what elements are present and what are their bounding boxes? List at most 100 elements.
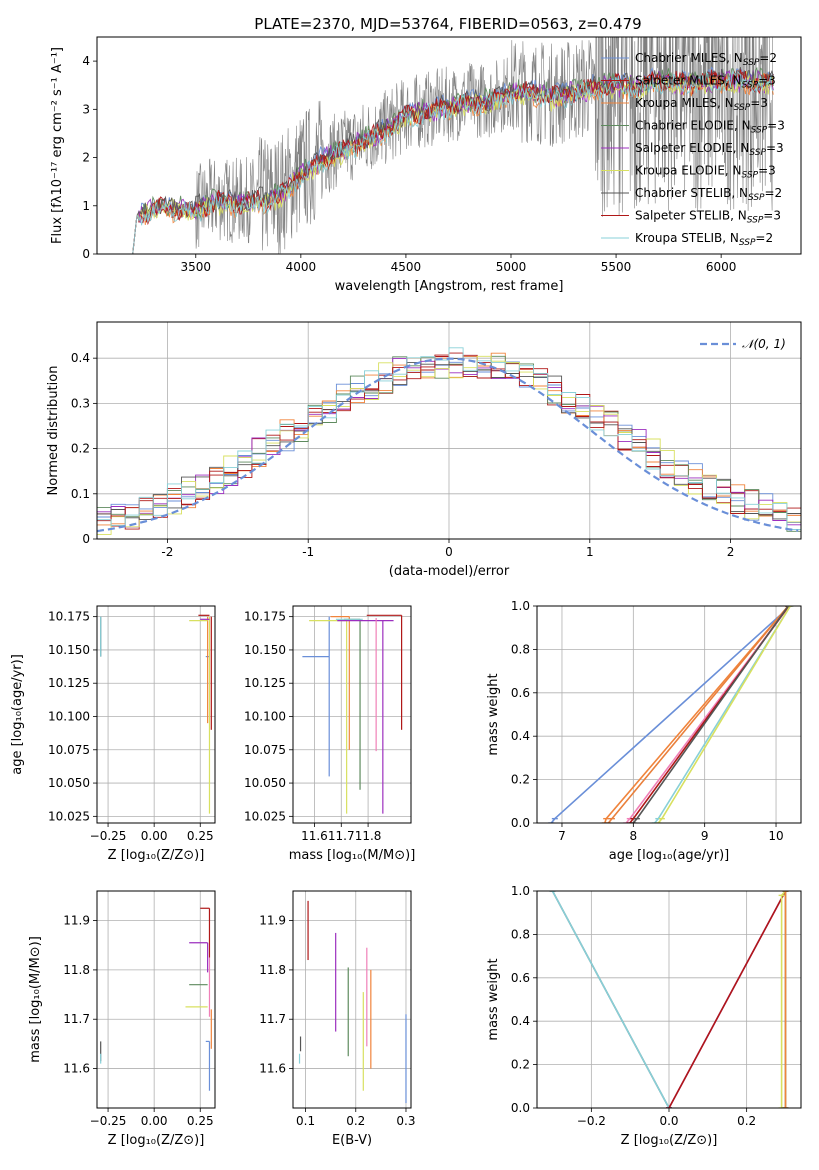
y-tick-label: 0 (82, 247, 90, 261)
y-tick-label: 0.4 (71, 351, 90, 365)
y-tick-label: 0.0 (511, 816, 530, 830)
axes-frame (96, 890, 216, 1109)
weight-line (657, 606, 791, 823)
error-bar (205, 1040, 211, 1091)
y-axis-label: mass weight (486, 673, 501, 755)
x-tick-label: -1 (302, 545, 314, 559)
x-tick-label: 0 (445, 545, 453, 559)
axes-frame (96, 321, 802, 540)
x-tick-label: 0.25 (187, 829, 214, 843)
x-tick-label: 5500 (601, 260, 632, 274)
y-tick-label: 10.175 (244, 610, 286, 624)
legend-label: Chabrier ELODIE, NSSP=3 (635, 119, 785, 136)
y-axis-label: age [log₁₀(age/yr)] (10, 654, 25, 775)
x-axis-label: E(B-V) (332, 1133, 372, 1148)
error-bar (200, 907, 211, 958)
y-tick-label: 10.075 (48, 743, 90, 757)
residuals-panel: -2 -1 0 1 2 0 0.1 0.2 0.3 0.4 (data-model)/error No… (46, 321, 802, 579)
normal-curve (97, 357, 799, 533)
error-bars (100, 614, 212, 814)
x-tick-label: 6000 (706, 260, 737, 274)
y-tick-label: 0 (82, 532, 90, 546)
x-axis-label: (data-model)/error (389, 564, 510, 579)
y-tick-label: 0.1 (71, 487, 90, 501)
model-spectrum (132, 70, 774, 254)
x-tick-label: 7 (558, 829, 566, 843)
spectrum-lines (132, 37, 774, 254)
y-tick-label: 10.100 (48, 709, 90, 723)
y-tick-label: 10.100 (244, 709, 286, 723)
legend-label: Salpeter MILES, NSSP=3 (635, 74, 776, 91)
y-tick-label: 1.0 (511, 599, 530, 613)
y-tick-label: 0.8 (511, 927, 530, 941)
x-tick-label: 4000 (286, 260, 317, 274)
y-tick-label: 11.7 (63, 1012, 90, 1026)
legend-label: Kroupa STELIB, NSSP=2 (635, 231, 773, 248)
x-tick-label: 10 (768, 829, 783, 843)
model-spectrum (132, 66, 774, 254)
y-tick-label: 1.0 (511, 884, 530, 898)
figure-title: PLATE=2370, MJD=53764, FIBERID=0563, z=0… (254, 15, 641, 33)
legend-label: Salpeter ELODIE, NSSP=3 (635, 141, 784, 158)
weight-line (551, 891, 670, 1108)
legend-label: 𝒩(0, 1) (742, 337, 786, 351)
y-tick-label: 11.7 (259, 1012, 286, 1026)
y-tick-label: 0.4 (511, 729, 530, 743)
axes-frame (536, 605, 802, 824)
y-tick-label: 2 (82, 151, 90, 165)
y-tick-label: 11.9 (63, 914, 90, 928)
x-axis-label: Z [log₁₀(Z/Z⊙)] (621, 1133, 718, 1148)
x-tick-label: 1 (586, 545, 594, 559)
spectrum-legend: Chabrier MILES, NSSP=2 Salpeter MILES, NS… (601, 51, 785, 248)
y-axis-label: Flux [fλ10⁻¹⁷ erg cm⁻² s⁻¹ A⁻¹] (50, 47, 65, 244)
axes-frame (96, 36, 802, 255)
legend-label: Kroupa MILES, NSSP=3 (635, 96, 768, 113)
x-tick-label: 9 (701, 829, 709, 843)
y-tick-label: 4 (82, 54, 90, 68)
weight-line (607, 606, 789, 823)
mass-vs-EBV-panel: 0.1 0.2 0.3 11.6 11.7 11.8 11.9 E(B-V) (259, 890, 416, 1148)
y-tick-label: 10.175 (48, 610, 90, 624)
axes-frame (292, 890, 412, 1109)
age-vs-mass-panel: 11.6 11.7 11.8 10.025 10.050 10.075 10.100 10.1… (244, 605, 416, 863)
weight-line (668, 891, 787, 1108)
x-tick-label: 5000 (496, 260, 527, 274)
histograms (97, 347, 801, 535)
error-bar (337, 620, 394, 814)
y-tick-label: 11.8 (63, 963, 90, 977)
legend-label: Salpeter STELIB, NSSP=3 (635, 209, 781, 226)
y-tick-label: 10.025 (244, 809, 286, 823)
y-axis-label: mass weight (486, 958, 501, 1040)
error-bars (100, 907, 212, 1091)
y-tick-label: 10.025 (48, 809, 90, 823)
y-tick-label: 10.150 (244, 643, 286, 657)
y-tick-label: 10.125 (244, 676, 286, 690)
y-axis-label: Normed distribution (46, 366, 61, 496)
y-tick-label: 1 (82, 199, 90, 213)
y-tick-label: 0.4 (511, 1014, 530, 1028)
weight-lines (548, 606, 794, 823)
y-tick-label: 3 (82, 102, 90, 116)
error-bars (298, 900, 407, 1104)
x-axis-label: mass [log₁₀(M/M⊙)] (289, 848, 416, 863)
error-bar (366, 614, 403, 730)
mass-vs-Z-panel: −0.25 0.00 0.25 11.6 11.7 11.8 11.9 Z [log₁₀(Z/… (28, 890, 216, 1148)
y-tick-label: 11.8 (259, 963, 286, 977)
x-tick-label: −0.2 (577, 1114, 606, 1128)
observed-spectrum (132, 37, 773, 254)
y-tick-label: 11.9 (259, 914, 286, 928)
residual-histogram (97, 347, 801, 530)
y-tick-label: 0.6 (511, 686, 530, 700)
weight-lines (549, 891, 789, 1108)
x-tick-label: 11.6 (301, 829, 328, 843)
x-tick-label: -2 (161, 545, 173, 559)
error-bar (302, 616, 330, 658)
x-tick-label: 4500 (391, 260, 422, 274)
y-tick-label: 0.2 (511, 773, 530, 787)
x-axis-label: Z [log₁₀(Z/Z⊙)] (108, 848, 205, 863)
axes-frame (96, 605, 216, 824)
x-tick-label: 11.8 (355, 829, 382, 843)
x-axis-label: age [log₁₀(age/yr)] (609, 848, 730, 863)
y-tick-label: 0.2 (511, 1058, 530, 1072)
y-tick-label: 10.050 (48, 776, 90, 790)
